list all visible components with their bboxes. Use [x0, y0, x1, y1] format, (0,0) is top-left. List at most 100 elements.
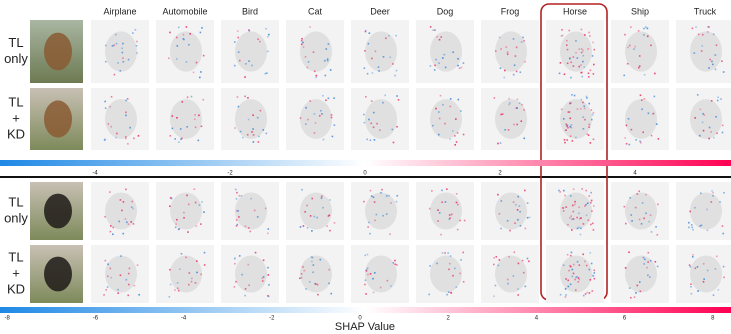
shap-pixel	[647, 274, 649, 277]
shap-pixel	[657, 203, 659, 206]
shap-pixel	[328, 282, 330, 285]
shap-pixel	[177, 289, 180, 292]
horse-silhouette	[44, 100, 72, 138]
shap-pixel	[234, 262, 236, 265]
shap-pixel	[244, 76, 246, 78]
shap-pixel	[572, 210, 575, 213]
shap-pixel	[571, 140, 574, 142]
shap-pixel	[585, 264, 588, 267]
shap-pixel	[258, 135, 260, 138]
shap-pixel	[642, 256, 645, 259]
shap-pixel	[578, 206, 580, 209]
shap-pixel	[106, 275, 109, 278]
shap-pixel	[441, 201, 443, 204]
shap-pixel	[104, 107, 107, 110]
shap-pixel	[624, 137, 626, 139]
shap-pixel	[708, 26, 710, 28]
shap-pixel	[580, 98, 583, 101]
shap-pixel	[517, 195, 520, 198]
shap-pixel	[575, 51, 577, 54]
shap-pixel	[305, 288, 307, 290]
shap-pixel	[526, 216, 529, 219]
shap-pixel	[110, 276, 112, 279]
shap-pixel	[578, 226, 580, 229]
shap-pixel	[522, 271, 525, 274]
shap-pixel	[322, 94, 324, 97]
shap-pixel	[372, 277, 374, 280]
shap-pixel	[569, 117, 572, 120]
shap-pixel	[176, 218, 178, 221]
shap-pixel	[370, 195, 373, 197]
shap-pixel	[181, 101, 184, 103]
shap-pixel	[582, 127, 585, 130]
shap-pixel	[390, 202, 392, 204]
shap-pixel	[521, 259, 524, 262]
shap-pixel	[236, 191, 238, 194]
shap-pixel	[441, 189, 443, 192]
shap-pixel	[441, 57, 444, 59]
shap-shadow	[625, 255, 657, 293]
column-header: Horse	[563, 6, 587, 16]
shap-pixel	[590, 262, 593, 265]
shap-pixel	[202, 98, 205, 101]
shap-pixel	[267, 50, 269, 53]
column-header: Frog	[501, 6, 520, 16]
shap-pixel	[127, 143, 129, 145]
shap-pixel	[449, 98, 452, 100]
shap-pixel	[247, 29, 250, 31]
shap-pixel	[434, 29, 436, 31]
shap-pixel	[434, 64, 436, 67]
shap-pixel	[696, 94, 699, 96]
shap-pixel	[576, 57, 579, 59]
shap-pixel	[593, 205, 595, 207]
shap-pixel	[570, 102, 572, 104]
shap-pixel	[644, 258, 646, 261]
shap-pixel	[369, 272, 372, 275]
shap-pixel	[110, 125, 113, 128]
shap-pixel	[624, 33, 626, 36]
shap-pixel	[567, 111, 570, 113]
shap-pixel	[457, 98, 460, 101]
shap-pixel	[592, 73, 595, 75]
shap-pixel	[573, 263, 575, 266]
shap-pixel	[262, 129, 265, 131]
shap-pixel	[311, 260, 313, 263]
shap-pixel	[199, 76, 201, 79]
colorbar-tick-label: -2	[269, 316, 275, 322]
row-label: TL	[8, 94, 23, 109]
shap-pixel	[641, 202, 644, 204]
shap-pixel	[698, 134, 701, 137]
shap-pixel	[268, 284, 270, 286]
shap-pixel	[519, 71, 522, 74]
shap-pixel	[240, 195, 243, 197]
shap-pixel	[300, 43, 303, 46]
shap-pixel	[623, 205, 626, 208]
shap-pixel	[647, 251, 650, 254]
shap-pixel	[382, 101, 384, 104]
shap-pixel	[130, 221, 132, 223]
shap-pixel	[701, 45, 704, 47]
shap-pixel	[714, 54, 717, 56]
shap-shadow	[365, 192, 397, 230]
shap-pixel	[575, 276, 577, 279]
shap-pixel	[571, 218, 573, 221]
shap-pixel	[591, 114, 594, 116]
shap-pixel	[518, 205, 521, 207]
shap-pixel	[587, 48, 590, 50]
shap-pixel	[185, 61, 188, 63]
shap-pixel	[261, 280, 264, 282]
shap-pixel	[244, 225, 247, 228]
shap-pixel	[169, 283, 172, 286]
shap-pixel	[634, 206, 637, 209]
shap-shadow	[690, 31, 722, 72]
colorbar-tick-label: 0	[358, 316, 362, 322]
shap-pixel	[643, 98, 646, 100]
shap-pixel	[233, 64, 236, 67]
shap-pixel	[639, 140, 641, 143]
shap-pixel	[368, 32, 371, 34]
shap-pixel	[574, 278, 576, 281]
shap-pixel	[593, 272, 596, 274]
shap-pixel	[309, 215, 312, 217]
shap-pixel	[694, 206, 696, 209]
shap-pixel	[109, 105, 111, 108]
